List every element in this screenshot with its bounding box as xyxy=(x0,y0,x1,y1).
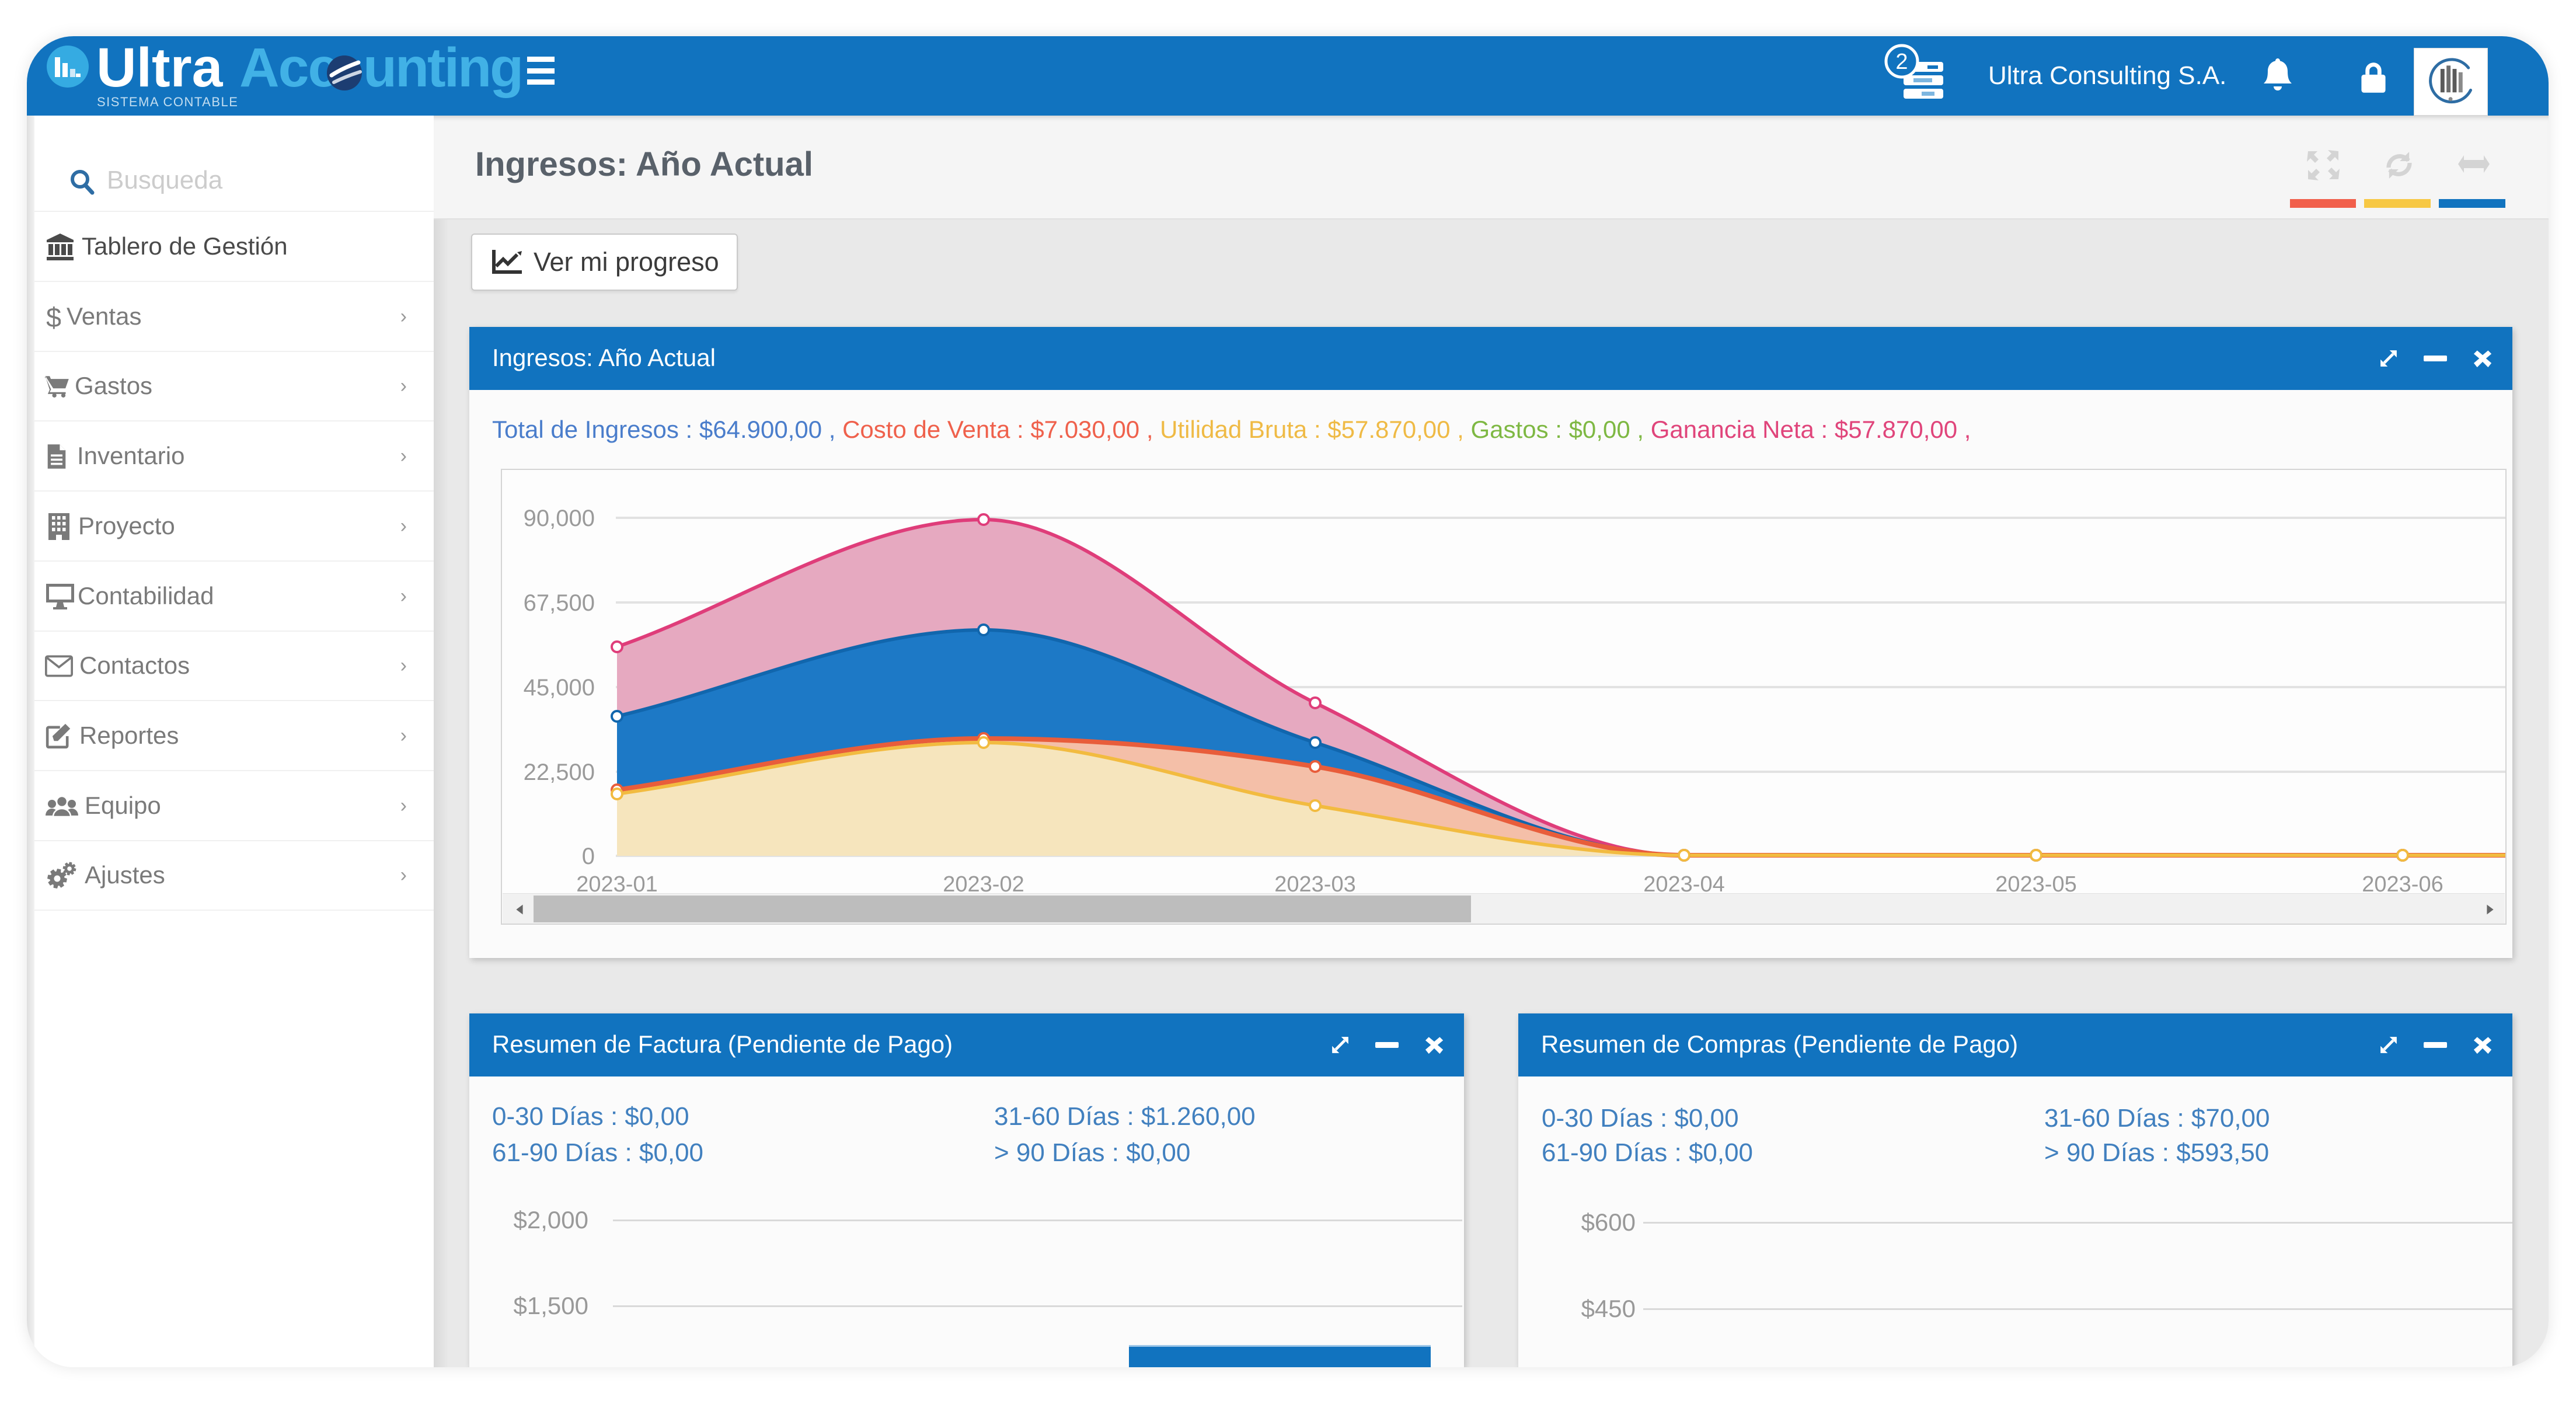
svg-text:45,000: 45,000 xyxy=(524,675,595,701)
svg-text:67,500: 67,500 xyxy=(524,590,595,616)
svg-text:0: 0 xyxy=(582,844,595,869)
svg-text:2023-02: 2023-02 xyxy=(943,872,1024,897)
svg-text:2023-06: 2023-06 xyxy=(2362,872,2443,897)
svg-text:2023-03: 2023-03 xyxy=(1274,872,1355,897)
svg-text:22,500: 22,500 xyxy=(524,760,595,785)
svg-text:2023-05: 2023-05 xyxy=(1995,872,2076,897)
svg-text:2023-01: 2023-01 xyxy=(576,872,657,897)
svg-text:2: 2 xyxy=(1895,50,1908,74)
svg-text:2023-04: 2023-04 xyxy=(1643,872,1724,897)
svg-text:$: $ xyxy=(47,303,61,331)
svg-text:90,000: 90,000 xyxy=(524,506,595,531)
